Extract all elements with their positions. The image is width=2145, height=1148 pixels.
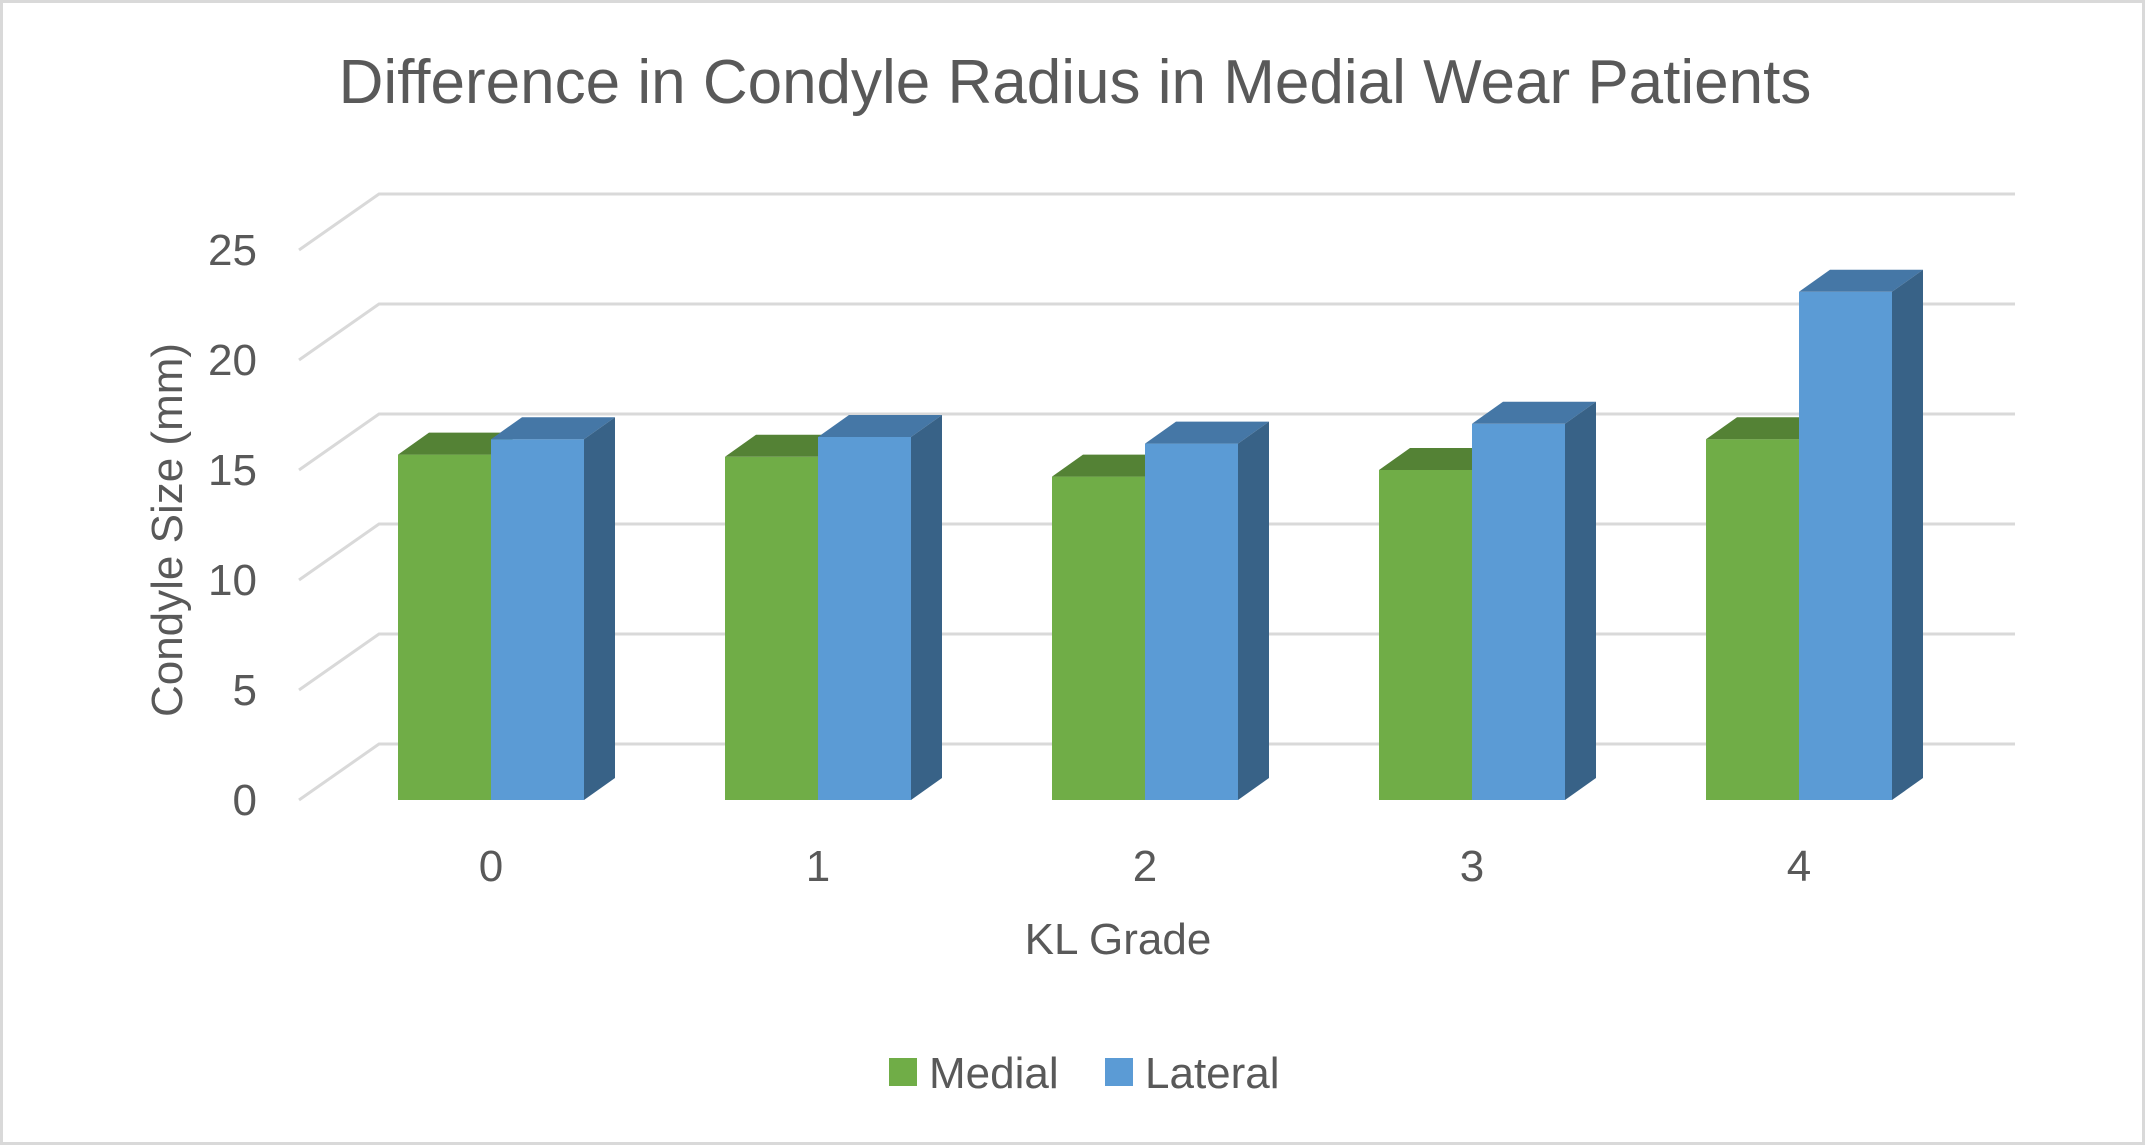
x-tick-label: 0	[479, 842, 503, 891]
x-tick-label: 4	[1787, 842, 1811, 891]
y-axis-title: Condyle Size (mm)	[143, 343, 192, 717]
x-tick-label: 3	[1460, 842, 1484, 891]
bar-side	[1238, 421, 1269, 800]
gridline-25	[298, 192, 2015, 252]
bar-front	[1799, 291, 1892, 800]
bar-top	[1799, 269, 1923, 292]
bar-top	[1472, 401, 1596, 424]
y-tick-label: 20	[208, 336, 257, 385]
legend-swatch	[889, 1058, 917, 1086]
legend-swatch	[1105, 1058, 1133, 1086]
gridline-15	[298, 412, 2015, 472]
bar-side	[1892, 269, 1923, 800]
bar-front	[725, 456, 818, 800]
gridline-20	[298, 302, 2015, 362]
legend-label: Lateral	[1145, 1049, 1280, 1098]
x-tick-label: 2	[1133, 842, 1157, 891]
y-tick-label: 10	[208, 556, 257, 605]
x-axis-title: KL Grade	[1025, 915, 1212, 964]
bar-top	[1145, 421, 1269, 444]
bar-top	[491, 417, 615, 440]
y-tick-label: 25	[208, 226, 257, 275]
bars	[398, 269, 1923, 800]
bar-front	[1706, 439, 1799, 800]
bar-lateral-0	[491, 417, 615, 800]
bar-medial-0	[398, 432, 522, 800]
bar-lateral-1	[818, 415, 942, 800]
bar-side	[584, 417, 615, 800]
bar-front	[491, 439, 584, 800]
bar-lateral-4	[1799, 269, 1923, 800]
legend-item-medial: Medial	[889, 1049, 1059, 1098]
chart-title: Difference in Condyle Radius in Medial W…	[339, 48, 1812, 117]
bar-front	[1472, 423, 1565, 800]
y-tick-label: 5	[233, 666, 257, 715]
bar-lateral-3	[1472, 401, 1596, 800]
bar-medial-4	[1706, 417, 1830, 800]
bar-top	[818, 415, 942, 437]
y-tick-label: 15	[208, 446, 257, 495]
legend-item-lateral: Lateral	[1105, 1049, 1280, 1098]
bar-medial-1	[725, 434, 849, 800]
y-tick-label: 0	[233, 776, 257, 825]
bar-front	[818, 437, 911, 800]
bar-front	[1379, 470, 1472, 800]
bar-side	[1565, 401, 1596, 800]
legend: Medial Lateral	[889, 1049, 1280, 1098]
legend-label: Medial	[929, 1049, 1059, 1098]
x-tick-label: 1	[806, 842, 830, 891]
bar-front	[1052, 476, 1145, 800]
bar-side	[911, 415, 942, 800]
bar-front	[1145, 443, 1238, 800]
x-axis-ticks: 0 1 2 3 4	[479, 842, 1811, 891]
bar-chart-3d: Difference in Condyle Radius in Medial W…	[143, 48, 2015, 1098]
y-axis-ticks: 0 5 10 15 20 25	[208, 226, 257, 825]
bar-front	[398, 454, 491, 800]
bar-lateral-2	[1145, 421, 1269, 800]
